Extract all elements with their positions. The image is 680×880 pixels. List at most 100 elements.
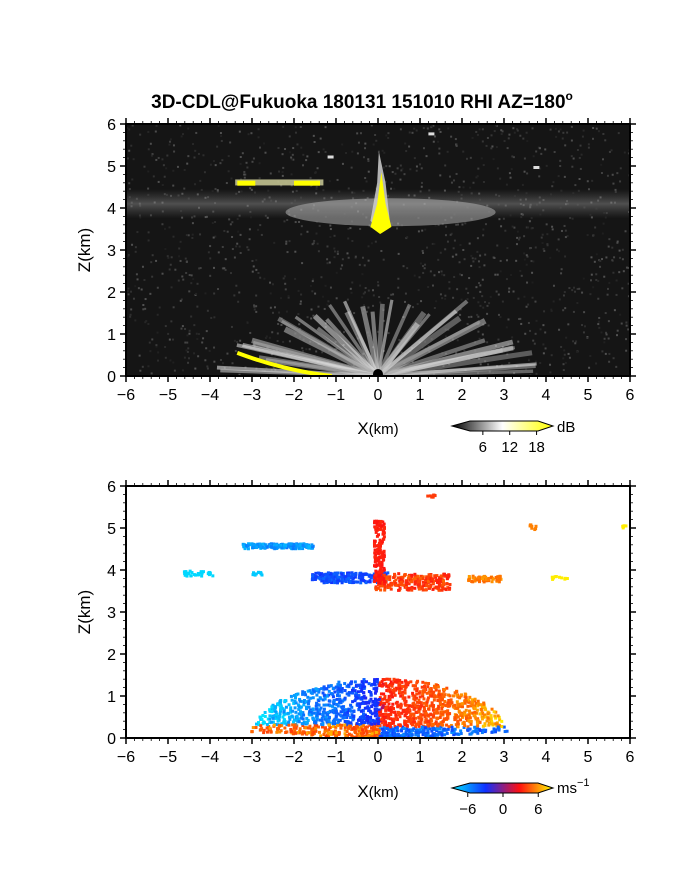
bottom-fan-pixel [387,685,391,689]
bottom-streak-pixel [282,545,286,549]
bottom-fan-pixel [414,733,418,737]
bottom-layer-pixel [427,573,431,577]
bottom-fan-pixel [427,713,431,717]
bottom-fan-pixel [317,699,321,703]
bottom-fan-pixel [408,708,412,712]
bottom-column-pixel [382,537,386,541]
top-noise-speck [544,347,547,350]
bottom-fan-pixel [281,715,285,719]
top-noise-speck [544,331,547,334]
bottom-fan-pixel [418,690,422,694]
top-noise-speck [604,352,607,355]
bottom-fan-pixel [398,686,402,690]
top-noise-speck [127,293,130,296]
top-colorbar-unit: dB [557,419,575,436]
bottom-fan-pixel [303,691,307,695]
top-noise-speck [477,315,480,318]
bottom-fan-pixel [366,716,370,720]
top-noise-speck [530,260,533,263]
top-noise-speck [227,170,230,173]
top-noise-speck [169,263,172,266]
top-noise-speck [387,332,390,335]
bottom-fan-pixel [346,713,350,717]
top-noise-speck [257,128,260,131]
bottom-streak-pixel [291,547,295,551]
bottom-fan-pixel [380,717,384,721]
top-noise-speck [367,245,370,248]
top-noise-speck [341,258,344,261]
top-noise-speck [142,308,145,311]
bottom-fan-pixel [300,711,304,715]
top-noise-speck [161,184,164,187]
top-noise-speck [238,245,241,248]
bottom-streak-pixel [252,571,256,575]
bottom-fan-pixel [423,726,427,730]
top-noise-speck [221,267,224,270]
bottom-fan-pixel [356,703,360,707]
top-noise-speck [202,154,205,157]
bottom-fan-pixel [343,682,347,686]
bottom-layer-pixel [313,577,317,581]
top-noise-speck [286,251,289,254]
bottom-fan-pixel [369,710,373,714]
bottom-fan-pixel [434,722,438,726]
top-noise-speck [495,124,498,127]
bottom-layer-pixel [401,575,405,579]
bottom-fan-pixel [364,729,368,733]
top-noise-speck [258,177,261,180]
bottom-fan-pixel [448,694,452,698]
top-noise-speck [553,151,556,154]
top-noise-speck [231,235,234,238]
bottom-fan-pixel [363,716,367,720]
top-noise-speck [539,167,542,170]
top-noise-speck [550,309,553,312]
bottom-fan-pixel [262,720,266,724]
top-noise-speck [240,178,243,181]
top-noise-speck [597,130,600,133]
bottom-layer-pixel [324,575,328,579]
top-noise-speck [341,162,344,165]
bottom-xtick-label: 4 [542,749,551,766]
top-noise-speck [581,291,584,294]
bottom-fan-pixel [450,725,454,729]
top-noise-speck [229,141,232,144]
bottom-fan-pixel [336,690,340,694]
top-noise-speck [444,294,447,297]
bottom-fan-pixel [278,702,282,706]
top-noise-speck [444,234,447,237]
top-noise-speck [627,152,630,155]
bottom-fan-pixel [340,687,344,691]
bottom-fan-pixel [332,702,336,706]
top-noise-speck [193,324,196,327]
bottom-layer-pixel [314,575,318,579]
bottom-column-pixel [376,543,380,547]
bottom-column-pixel [378,551,382,555]
bottom-layer-pixel [327,579,331,583]
top-noise-speck [367,259,370,262]
top-noise-speck [322,148,325,151]
top-noise-speck [158,306,161,309]
figure-title: 3D-CDL@Fukuoka 180131 151010 RHI AZ=180o [151,89,573,113]
top-noise-speck [199,267,202,270]
bottom-fan-pixel [373,725,377,729]
bottom-fan-pixel [302,713,306,717]
bottom-layer-pixel [470,579,474,583]
bottom-layer-pixel [349,576,353,580]
bottom-fan-pixel [394,713,398,717]
bottom-fan-pixel [301,690,305,694]
bottom-layer-pixel [439,574,443,578]
bottom-fan-pixel [390,692,394,696]
top-noise-speck [226,352,229,355]
bottom-fan-pixel [436,699,440,703]
top-noise-speck [289,151,292,154]
top-noise-speck [265,335,268,338]
bottom-layer-pixel [495,578,499,582]
top-noise-speck [126,289,129,292]
bottom-fan-pixel [304,726,308,730]
top-noise-speck [464,222,467,225]
bottom-fan-pixel [455,700,459,704]
bottom-streak-pixel [197,573,201,577]
bottom-fan-pixel [372,682,376,686]
bottom-fan-pixel [357,683,361,687]
bottom-fan-pixel [439,713,443,717]
